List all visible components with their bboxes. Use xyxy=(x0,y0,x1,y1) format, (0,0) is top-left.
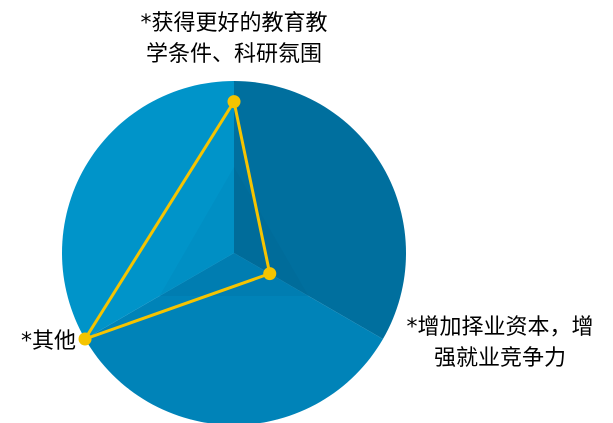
data-point-2 xyxy=(263,267,277,281)
axis-label-1: *获得更好的教育教学条件、科研氛围 xyxy=(140,11,327,67)
axis-label-2: *增加择业资本，增强就业竞争力 xyxy=(406,315,593,371)
radar-sector-shade-1 xyxy=(234,167,309,296)
axis-label-line: *其他 xyxy=(21,329,76,354)
chart-series xyxy=(78,95,277,346)
chart-sectors xyxy=(62,81,406,423)
data-point-3 xyxy=(78,332,92,346)
radar-sector-2 xyxy=(85,253,383,423)
axis-label-line: *增加择业资本，增 xyxy=(406,315,593,340)
series-line-1 xyxy=(83,100,272,341)
data-point-1 xyxy=(227,95,241,109)
radar-sector-shade-3 xyxy=(159,167,234,296)
axis-label-line: *获得更好的教育教 xyxy=(140,11,327,36)
axis-label-3: *其他 xyxy=(21,329,76,354)
radar-sector-shade-2 xyxy=(159,253,309,296)
axis-label-line: 学条件、科研氛围 xyxy=(146,42,322,67)
axis-label-line: 强就业竞争力 xyxy=(434,346,566,371)
axis-labels: *获得更好的教育教学条件、科研氛围 *增加择业资本，增强就业竞争力 *其他 xyxy=(21,11,594,371)
